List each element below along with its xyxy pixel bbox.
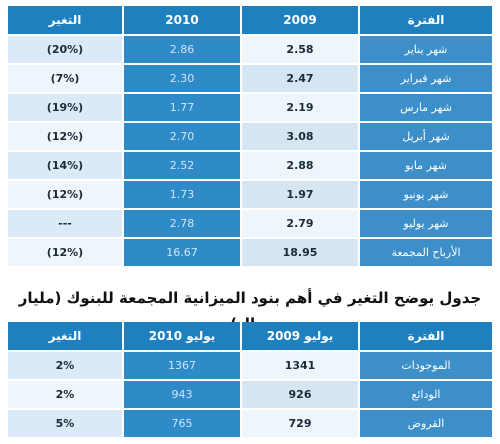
table-row: شهر فبراير 2.47 2.30 (7%) [8, 65, 492, 94]
header-july-2010: يوليو 2010 [124, 322, 242, 352]
header-2009: 2009 [242, 6, 360, 36]
row-value-2010: 16.67 [124, 239, 242, 268]
row-value-2010: 943 [124, 381, 242, 410]
row-value-2009: 1341 [242, 352, 360, 381]
table-row: شهر يونيو 1.97 1.73 (12%) [8, 181, 492, 210]
header-change: التغير [8, 6, 124, 36]
row-value-2010: 2.52 [124, 152, 242, 181]
header-period: الفترة [360, 6, 492, 36]
row-change: 5% [8, 410, 124, 439]
row-value-2010: 2.78 [124, 210, 242, 239]
table-row: شهر يوليو 2.79 2.78 --- [8, 210, 492, 239]
row-period: شهر مايو [360, 152, 492, 181]
header-change: التغير [8, 322, 124, 352]
row-value-2009: 2.88 [242, 152, 360, 181]
row-change: (20%) [8, 36, 124, 65]
balance-sheet-table: الفترة يوليو 2009 يوليو 2010 التغير المو… [8, 322, 492, 439]
row-period: شهر يناير [360, 36, 492, 65]
row-change: (7%) [8, 65, 124, 94]
row-value-2010: 2.86 [124, 36, 242, 65]
table-row-total: الأرباح المجمعة 18.95 16.67 (12%) [8, 239, 492, 268]
row-value-2010: 1.73 [124, 181, 242, 210]
row-period: شهر يونيو [360, 181, 492, 210]
table-row: شهر مايو 2.88 2.52 (14%) [8, 152, 492, 181]
table-caption: جدول يوضح التغير في أهم بنود الميزانية ا… [18, 289, 482, 333]
row-item: القروض [360, 410, 492, 439]
row-value-2010: 765 [124, 410, 242, 439]
row-period: شهر يوليو [360, 210, 492, 239]
row-period: الأرباح المجمعة [360, 239, 492, 268]
row-item: الموجودات [360, 352, 492, 381]
table-header-row: الفترة يوليو 2009 يوليو 2010 التغير [8, 322, 492, 352]
row-value-2010: 2.30 [124, 65, 242, 94]
row-value-2009: 926 [242, 381, 360, 410]
table-row: شهر يناير 2.58 2.86 (20%) [8, 36, 492, 65]
row-period: شهر فبراير [360, 65, 492, 94]
table-row: شهر مارس 2.19 1.77 (19%) [8, 94, 492, 123]
row-value-2009: 2.47 [242, 65, 360, 94]
table-row: الموجودات 1341 1367 2% [8, 352, 492, 381]
row-change: 2% [8, 381, 124, 410]
row-change: (14%) [8, 152, 124, 181]
row-change: (12%) [8, 239, 124, 268]
row-value-2009: 2.58 [242, 36, 360, 65]
monthly-profits-table: الفترة 2009 2010 التغير شهر يناير 2.58 2… [8, 6, 492, 268]
row-value-2010: 1367 [124, 352, 242, 381]
row-change: (19%) [8, 94, 124, 123]
row-value-2009: 729 [242, 410, 360, 439]
row-value-2009: 1.97 [242, 181, 360, 210]
row-change: (12%) [8, 181, 124, 210]
row-value-2009: 3.08 [242, 123, 360, 152]
row-value-2009: 18.95 [242, 239, 360, 268]
row-period: شهر مارس [360, 94, 492, 123]
header-2010: 2010 [124, 6, 242, 36]
row-value-2010: 1.77 [124, 94, 242, 123]
row-value-2009: 2.19 [242, 94, 360, 123]
header-july-2009: يوليو 2009 [242, 322, 360, 352]
table-row: شهر أبريل 3.08 2.70 (12%) [8, 123, 492, 152]
header-period: الفترة [360, 322, 492, 352]
row-value-2010: 2.70 [124, 123, 242, 152]
table-row: القروض 729 765 5% [8, 410, 492, 439]
row-change: 2% [8, 352, 124, 381]
row-value-2009: 2.79 [242, 210, 360, 239]
row-change: (12%) [8, 123, 124, 152]
table-row: الودائع 926 943 2% [8, 381, 492, 410]
row-item: الودائع [360, 381, 492, 410]
row-period: شهر أبريل [360, 123, 492, 152]
table-header-row: الفترة 2009 2010 التغير [8, 6, 492, 36]
row-change: --- [8, 210, 124, 239]
